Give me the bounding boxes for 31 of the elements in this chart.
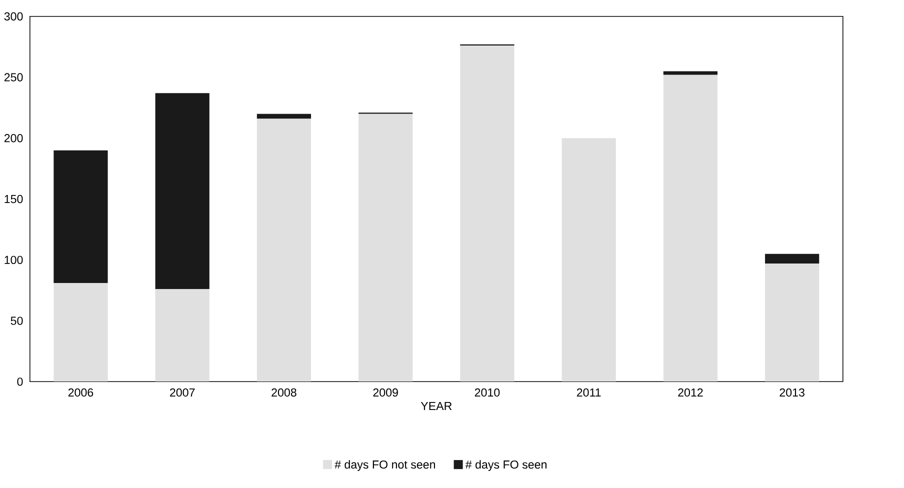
y-tick-label: 50 <box>10 316 23 325</box>
bar <box>155 93 210 290</box>
y-tick-label: 100 <box>4 256 23 264</box>
y-tick-label: 250 <box>4 73 23 82</box>
legend-label: # days FO not seen <box>334 460 435 471</box>
bar <box>358 114 413 382</box>
bar <box>765 254 820 264</box>
x-tick-label: 2012 <box>678 388 703 397</box>
bar <box>765 264 820 382</box>
x-tick-label: 2010 <box>474 388 500 397</box>
x-tick-label: 2011 <box>576 388 601 397</box>
x-tick-label: 2009 <box>373 388 398 397</box>
bar <box>663 74 718 382</box>
x-tick-label: 2008 <box>272 388 296 397</box>
bar <box>460 46 514 382</box>
bar <box>663 71 718 75</box>
bar <box>562 138 616 382</box>
x-tick-label: 2006 <box>68 388 94 397</box>
y-tick-label: 150 <box>4 194 23 204</box>
bar <box>256 118 312 382</box>
y-tick-label: 300 <box>4 12 23 21</box>
bar <box>54 283 108 382</box>
legend-label: # days FO seen <box>465 460 546 471</box>
x-tick-label: 2007 <box>170 388 195 397</box>
x-axis-title: YEAR <box>420 402 452 410</box>
bar <box>155 289 210 382</box>
y-tick-label: 200 <box>4 134 23 142</box>
bar <box>54 150 108 284</box>
x-tick-label: 2013 <box>780 388 804 397</box>
y-tick-label: 0 <box>17 378 23 386</box>
bar <box>256 114 312 119</box>
